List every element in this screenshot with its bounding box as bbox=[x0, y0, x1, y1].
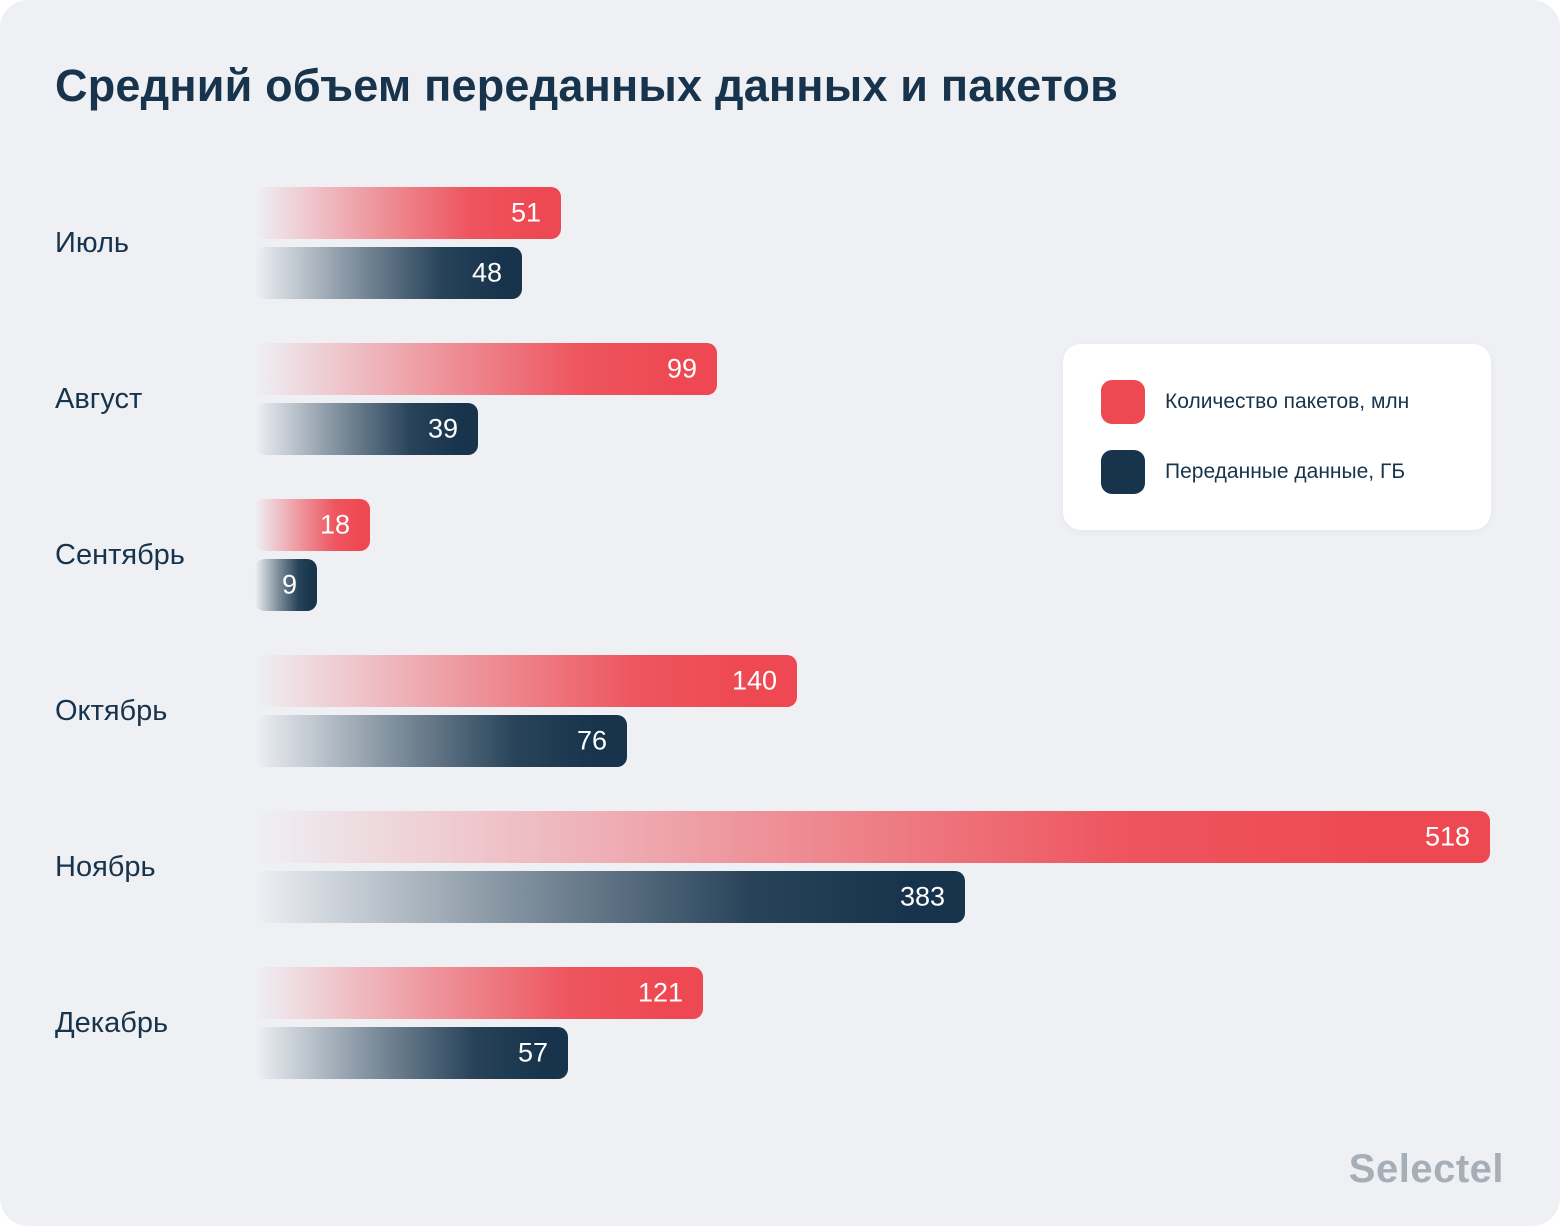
bar-packets: 140 bbox=[255, 655, 797, 707]
bar-group: 121 57 bbox=[255, 967, 703, 1079]
bar-chart: Июль 51 48 Август 99 39 Сентябрь 18 9 Октябрь 140 7… bbox=[0, 187, 1560, 1079]
bar-transferred-data: 76 bbox=[255, 715, 627, 767]
legend-label: Переданные данные, ГБ bbox=[1165, 460, 1406, 483]
bar-value-label: 57 bbox=[517, 1037, 548, 1068]
category-label: Сентябрь bbox=[55, 538, 185, 571]
packets-swatch-icon bbox=[1101, 380, 1145, 424]
bar-value-label: 51 bbox=[510, 197, 541, 228]
bar-value-label: 9 bbox=[281, 569, 297, 600]
bar-value-label: 383 bbox=[899, 881, 945, 912]
bar-packets: 518 bbox=[255, 811, 1490, 863]
chart-row: Ноябрь 518 383 bbox=[0, 811, 1560, 923]
bar-value-label: 140 bbox=[731, 665, 777, 696]
legend-item: Количество пакетов, млн bbox=[1101, 380, 1453, 424]
bar-value-label: 18 bbox=[319, 509, 350, 540]
bar-packets: 121 bbox=[255, 967, 703, 1019]
bar-transferred-data: 9 bbox=[255, 559, 317, 611]
bar-packets: 51 bbox=[255, 187, 561, 239]
category-label: Ноябрь bbox=[55, 850, 156, 883]
bar-transferred-data: 39 bbox=[255, 403, 478, 455]
bar-value-label: 39 bbox=[427, 413, 458, 444]
bar-value-label: 76 bbox=[576, 725, 607, 756]
chart-row: Октябрь 140 76 bbox=[0, 655, 1560, 767]
chart-row: Август 99 39 bbox=[0, 343, 1560, 455]
transferred-data-swatch-icon bbox=[1101, 450, 1145, 494]
category-label: Август bbox=[55, 382, 143, 415]
bar-group: 518 383 bbox=[255, 811, 1490, 923]
bar-group: 140 76 bbox=[255, 655, 797, 767]
chart-title: Средний объем переданных данных и пакето… bbox=[55, 60, 1118, 111]
bar-value-label: 518 bbox=[1424, 821, 1470, 852]
category-label: Декабрь bbox=[55, 1006, 169, 1039]
bar-value-label: 121 bbox=[637, 977, 683, 1008]
chart-row: Декабрь 121 57 bbox=[0, 967, 1560, 1079]
bar-group: 51 48 bbox=[255, 187, 561, 299]
bar-group: 99 39 bbox=[255, 343, 717, 455]
category-label: Октябрь bbox=[55, 694, 168, 727]
legend-item: Переданные данные, ГБ bbox=[1101, 450, 1453, 494]
bar-packets: 99 bbox=[255, 343, 717, 395]
legend: Количество пакетов, млн Переданные данные… bbox=[1063, 344, 1491, 530]
bar-transferred-data: 57 bbox=[255, 1027, 568, 1079]
chart-row: Сентябрь 18 9 bbox=[0, 499, 1560, 611]
legend-label: Количество пакетов, млн bbox=[1165, 390, 1410, 413]
bar-transferred-data: 383 bbox=[255, 871, 965, 923]
bar-value-label: 48 bbox=[471, 257, 502, 288]
bar-packets: 18 bbox=[255, 499, 370, 551]
bar-value-label: 99 bbox=[666, 353, 697, 384]
selectel-logo: Selectel bbox=[1348, 1147, 1504, 1191]
chart-row: Июль 51 48 bbox=[0, 187, 1560, 299]
category-label: Июль bbox=[55, 226, 129, 259]
bar-group: 18 9 bbox=[255, 499, 370, 611]
bar-transferred-data: 48 bbox=[255, 247, 522, 299]
